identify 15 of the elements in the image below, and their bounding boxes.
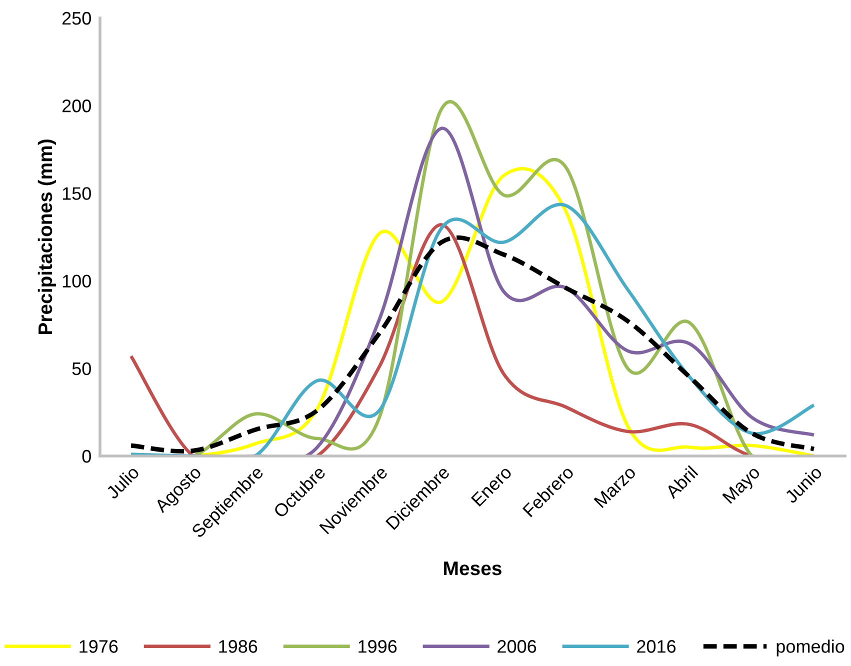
x-tick-label: Julio	[104, 464, 140, 500]
y-tick-label: 50	[72, 362, 91, 376]
legend-label: pomedio	[776, 640, 844, 656]
legend-label: 1996	[358, 640, 397, 653]
y-tick-label: 150	[62, 187, 91, 200]
y-tick-label: 0	[82, 450, 91, 463]
y-tick-label: 100	[62, 274, 91, 288]
y-tick-label: 200	[62, 100, 91, 112]
x-axis-title: Meses	[444, 562, 502, 576]
y-tick-label: 250	[62, 12, 91, 25]
legend-label: 1976	[80, 640, 118, 653]
legend-label: 2016	[637, 640, 676, 653]
legend-label: 2006	[498, 640, 536, 653]
legend-label: 1986	[219, 640, 258, 653]
y-axis-title: Precipitaciones (mm)	[38, 140, 56, 334]
